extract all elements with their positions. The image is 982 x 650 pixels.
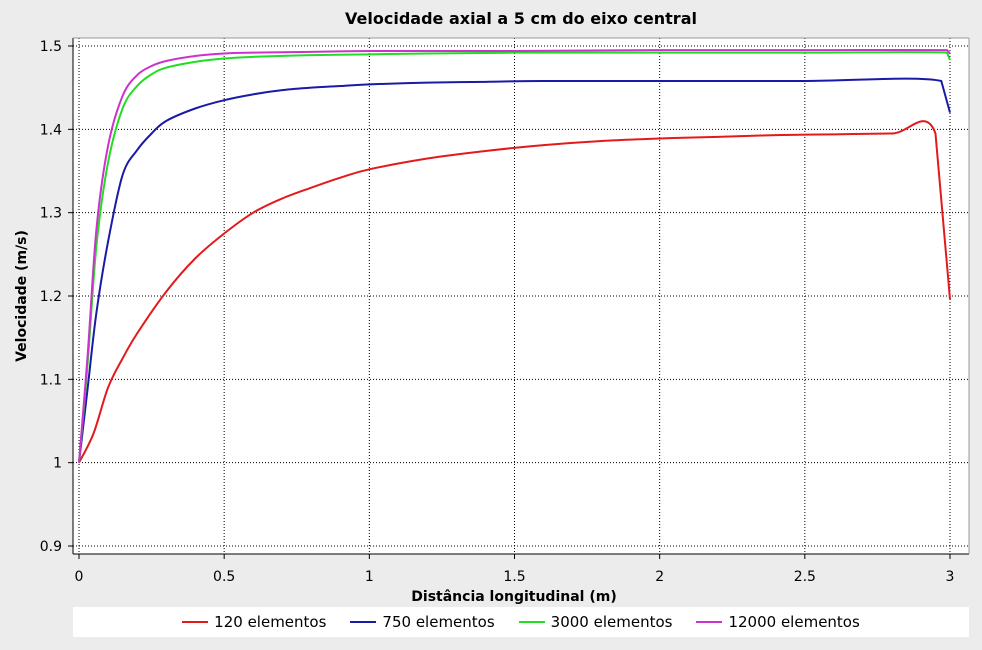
x-tick-label: 2.5 xyxy=(794,569,816,585)
y-tick-label: 1.1 xyxy=(40,372,62,388)
x-tick-label: 0.5 xyxy=(213,569,235,585)
legend-item: 3000 elementos xyxy=(518,613,673,631)
legend-item: 12000 elementos xyxy=(696,613,860,631)
legend-swatch xyxy=(696,621,723,623)
series-line-2 xyxy=(78,77,951,463)
x-tick-label: 1 xyxy=(365,569,374,585)
y-tick-label: 1.2 xyxy=(40,289,62,305)
x-tick-labels: 0 0.5 1 1.5 2 2.5 3 xyxy=(75,569,955,585)
legend-item: 750 elementos xyxy=(350,613,495,631)
y-tick-labels: 0.9 1 1.1 1.2 1.3 1.4 1.5 xyxy=(40,39,62,555)
series-line-3 xyxy=(78,51,951,463)
y-tick-label: 1.3 xyxy=(40,206,62,222)
series-line-4 xyxy=(78,48,951,463)
y-axis-label: Velocidade (m/s) xyxy=(14,230,30,362)
series-line-1 xyxy=(78,120,951,464)
legend-swatch xyxy=(350,621,377,623)
legend-label: 12000 elementos xyxy=(728,613,860,631)
x-tick-label: 2 xyxy=(655,569,664,585)
legend-item: 120 elementos xyxy=(182,613,326,631)
legend-label: 3000 elementos xyxy=(550,613,673,631)
legend: 120 elementos 750 elementos 3000 elementos… xyxy=(73,607,969,637)
legend-items: 120 elementos 750 elementos 3000 elementos… xyxy=(73,607,969,637)
grid-lines xyxy=(73,38,969,554)
y-tick-label: 0.9 xyxy=(40,539,62,555)
y-tick-label: 1.5 xyxy=(40,39,62,55)
legend-swatch xyxy=(518,621,545,623)
y-tick-label: 1 xyxy=(53,456,62,472)
legend-label: 120 elementos xyxy=(214,613,327,631)
x-axis-label: Distância longitudinal (m) xyxy=(411,589,616,605)
legend-swatch xyxy=(182,621,209,623)
x-tick-label: 1.5 xyxy=(503,569,525,585)
chart-title: Velocidade axial a 5 cm do eixo central xyxy=(345,9,697,28)
x-tick-label: 0 xyxy=(75,569,84,585)
x-tick-label: 3 xyxy=(946,569,955,585)
y-tick-label: 1.4 xyxy=(40,122,62,138)
legend-label: 750 elementos xyxy=(382,613,495,631)
axes xyxy=(68,37,970,559)
series-lines xyxy=(78,48,951,464)
